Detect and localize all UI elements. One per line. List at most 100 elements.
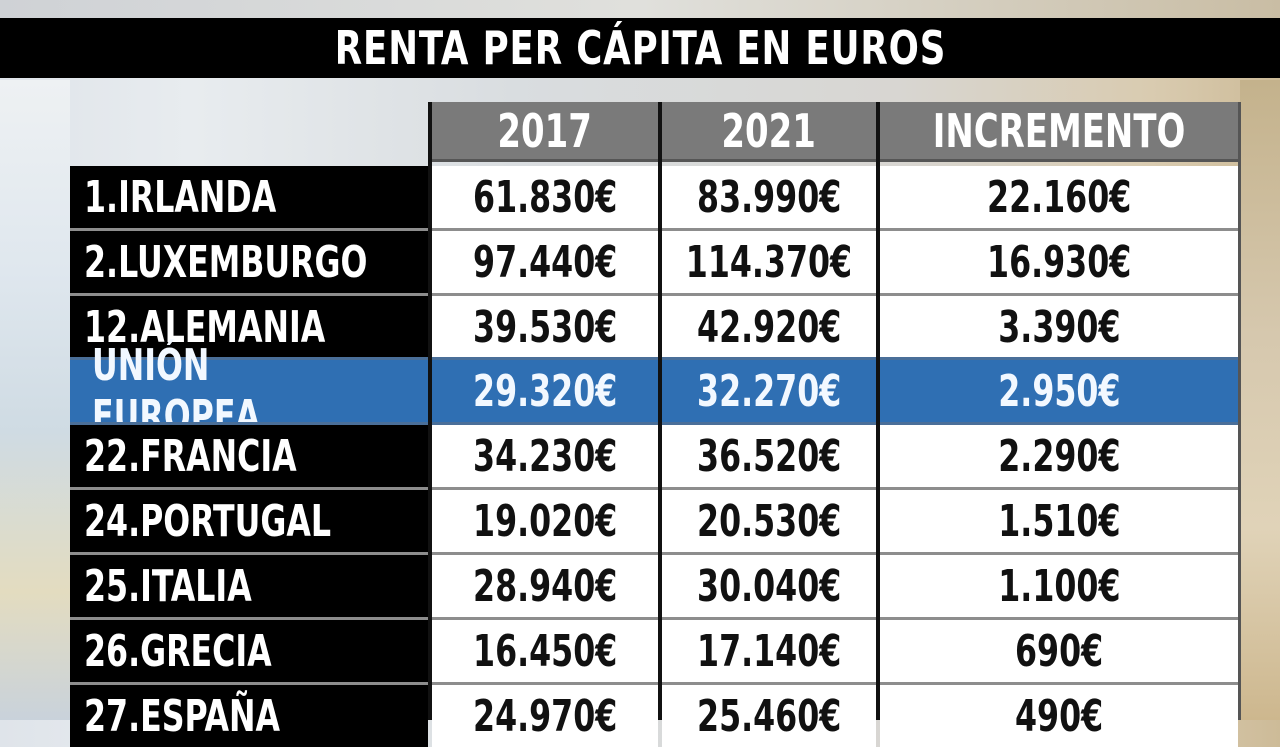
value-2021: 36.520€ [696,430,842,482]
increment-cell: 490€ [880,685,1238,747]
row-divider [70,357,1240,360]
country-label: 22.FRANCIA [84,430,297,482]
value-2021: 83.990€ [696,171,842,223]
increment-value: 490€ [1014,691,1104,742]
column-header-2021: 2021 [662,102,876,162]
increment-value: 3.390€ [997,301,1121,353]
value-2017: 61.830€ [472,171,618,223]
country-cell: 2.LUXEMBURGO [70,231,428,293]
page-title: RENTA PER CÁPITA EN EUROS [334,21,946,75]
value-2017: 28.940€ [472,560,618,612]
table-row: 22.FRANCIA 34.230€ 36.520€ 2.290€ [70,425,1240,487]
row-divider [70,228,1240,231]
country-label: 2.LUXEMBURGO [84,236,368,288]
column-header-incremento: INCREMENTO [880,102,1238,162]
increment-cell: 1.100€ [880,555,1238,617]
background-top [0,0,1280,18]
increment-cell: 2.950€ [880,360,1238,422]
country-cell: 27.ESPAÑA [70,685,428,747]
value-2021-cell: 32.270€ [662,360,876,422]
country-label: 25.ITALIA [84,560,252,612]
value-2021-cell: 30.040€ [662,555,876,617]
value-2021: 17.140€ [696,625,842,677]
value-2021-cell: 25.460€ [662,685,876,747]
increment-cell: 2.290€ [880,425,1238,487]
country-label: 1.IRLANDA [84,171,277,223]
value-2017: 16.450€ [472,625,618,677]
country-label: 12.ALEMANIA [84,301,326,353]
increment-cell: 690€ [880,620,1238,682]
value-2017: 24.970€ [472,691,618,742]
increment-cell: 3.390€ [880,296,1238,358]
value-2017-cell: 97.440€ [432,231,658,293]
column-header-label: INCREMENTO [932,103,1186,158]
column-divider [658,102,662,720]
value-2017-cell: 16.450€ [432,620,658,682]
value-2017-cell: 28.940€ [432,555,658,617]
value-2017: 29.320€ [472,365,618,417]
increment-value: 2.290€ [997,430,1121,482]
value-2021-cell: 114.370€ [662,231,876,293]
table-row: 12.ALEMANIA 39.530€ 42.920€ 3.390€ [70,296,1240,358]
value-2021: 114.370€ [685,236,853,288]
value-2017: 39.530€ [472,301,618,353]
increment-value: 1.100€ [997,560,1121,612]
background-right [1240,80,1280,720]
value-2021: 42.920€ [696,301,842,353]
row-divider [70,293,1240,296]
row-divider [70,487,1240,490]
value-2017: 34.230€ [472,430,618,482]
table-row-highlighted: UNIÓN EUROPEA 29.320€ 32.270€ 2.950€ [70,340,1240,442]
value-2017-cell: 24.970€ [432,685,658,747]
value-2021-cell: 36.520€ [662,425,876,487]
country-cell: 22.FRANCIA [70,425,428,487]
background-left [0,80,70,720]
value-2017-cell: 29.320€ [432,360,658,422]
increment-value: 2.950€ [997,365,1121,417]
increment-value: 16.930€ [986,236,1132,288]
column-divider [428,102,432,720]
title-bar: RENTA PER CÁPITA EN EUROS [0,18,1280,78]
increment-cell: 16.930€ [880,231,1238,293]
table-right-border [1238,102,1241,720]
table-row: 26.GRECIA 16.450€ 17.140€ 690€ [70,620,1240,682]
increment-value: 1.510€ [997,495,1121,547]
country-cell: 26.GRECIA [70,620,428,682]
row-divider [70,422,1240,425]
value-2021-cell: 20.530€ [662,490,876,552]
value-2021-cell: 17.140€ [662,620,876,682]
country-cell: 1.IRLANDA [70,166,428,228]
value-2017-cell: 19.020€ [432,490,658,552]
value-2021: 20.530€ [696,495,842,547]
row-divider [70,617,1240,620]
value-2021-cell: 42.920€ [662,296,876,358]
increment-cell: 1.510€ [880,490,1238,552]
table-row: 1.IRLANDA 61.830€ 83.990€ 22.160€ [70,166,1240,228]
value-2017-cell: 34.230€ [432,425,658,487]
value-2021: 25.460€ [696,691,842,742]
country-label: 24.PORTUGAL [84,495,332,547]
value-2021: 32.270€ [696,365,842,417]
value-2017: 97.440€ [472,236,618,288]
column-header-2017: 2017 [432,102,658,162]
column-header-label: 2017 [497,103,593,158]
increment-value: 22.160€ [986,171,1132,223]
table-row: 24.PORTUGAL 19.020€ 20.530€ 1.510€ [70,490,1240,552]
column-divider [876,102,880,720]
increment-value: 690€ [1014,625,1104,677]
country-cell: 25.ITALIA [70,555,428,617]
value-2021: 30.040€ [696,560,842,612]
country-cell: 12.ALEMANIA [70,296,428,358]
value-2017-cell: 61.830€ [432,166,658,228]
column-header-label: 2021 [721,103,817,158]
country-label: 27.ESPAÑA [84,691,281,742]
country-label: 26.GRECIA [84,625,272,677]
table-row: 27.ESPAÑA 24.970€ 25.460€ 490€ [70,685,1240,747]
row-divider [70,682,1240,685]
row-divider [70,552,1240,555]
table-row: 25.ITALIA 28.940€ 30.040€ 1.100€ [70,555,1240,617]
value-2021-cell: 83.990€ [662,166,876,228]
country-cell: UNIÓN EUROPEA [70,340,428,442]
table-row: 2.LUXEMBURGO 97.440€ 114.370€ 16.930€ [70,231,1240,293]
value-2017-cell: 39.530€ [432,296,658,358]
